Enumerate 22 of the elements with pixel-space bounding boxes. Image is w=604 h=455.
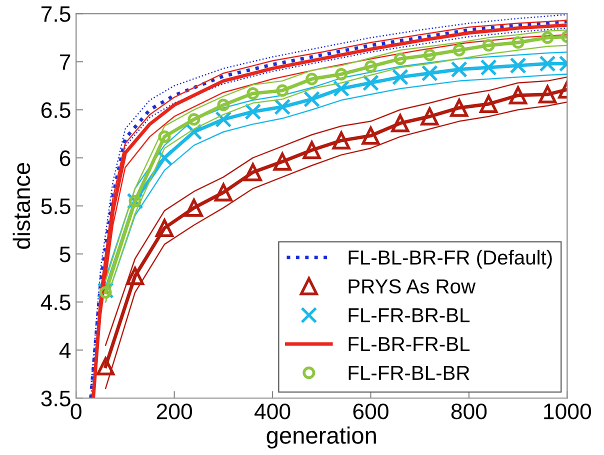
y-tick-label: 6.5 xyxy=(41,102,70,118)
legend-label: PRYS As Row xyxy=(348,279,476,294)
x-tick-label: 1000 xyxy=(544,404,592,420)
y-tick-label: 7 xyxy=(60,54,70,70)
y-tick-label: 4 xyxy=(59,342,71,358)
x-tick-label: 800 xyxy=(451,404,487,420)
legend-label: FL-FR-BR-BL xyxy=(348,308,470,322)
y-axis-title: distance xyxy=(12,162,30,249)
y-tick-label: 5 xyxy=(60,246,70,262)
x-tick-label: 600 xyxy=(353,404,388,420)
x-tick-label: 400 xyxy=(254,404,290,420)
legend-label: FL-BL-BR-FR (Default) xyxy=(348,250,552,269)
y-tick-label: 6 xyxy=(60,150,70,166)
x-tick-label: 0 xyxy=(70,404,82,420)
y-tick-label: 4.5 xyxy=(40,294,70,310)
legend-label: FL-BR-FR-BL xyxy=(348,337,470,352)
x-tick-label: 200 xyxy=(156,404,192,420)
y-tick-label: 3.5 xyxy=(41,390,70,406)
legend-label: FL-FR-BL-BR xyxy=(348,366,470,380)
y-tick-label: 7.5 xyxy=(41,6,70,22)
x-axis-title: generation xyxy=(266,426,376,448)
y-tick-label: 5.5 xyxy=(41,198,70,214)
